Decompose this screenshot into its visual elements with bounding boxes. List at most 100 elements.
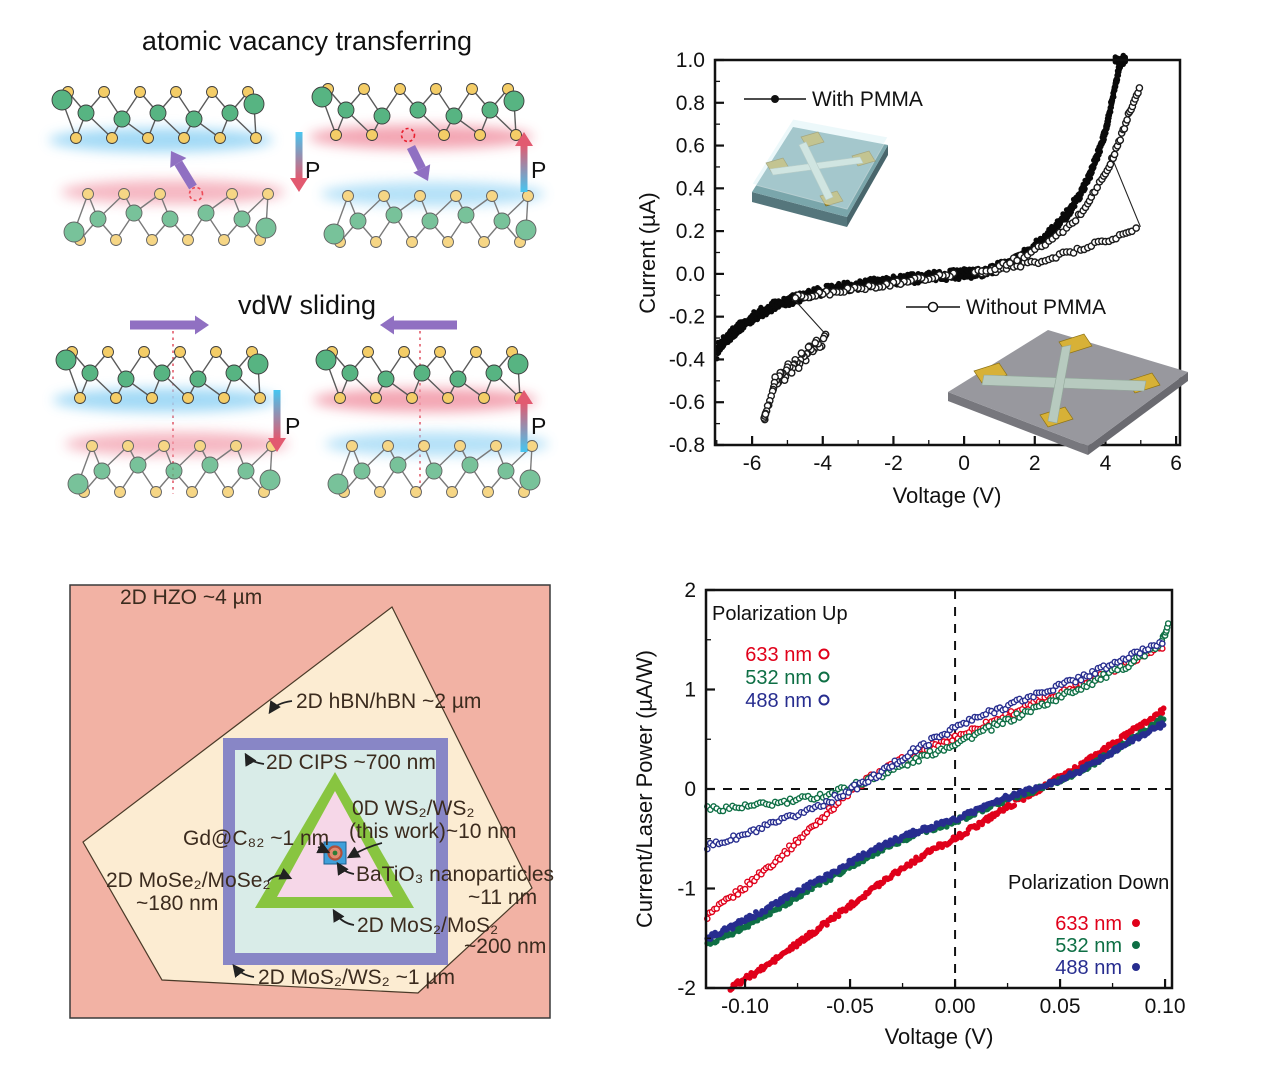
data-point [1106,160,1115,169]
atom [93,462,111,480]
atom [153,364,171,382]
atom [154,188,166,200]
data-point [991,709,998,717]
atom [222,486,234,498]
atom [466,83,478,95]
data-point [804,343,813,351]
atom [125,204,143,222]
transfer-arrow [406,144,426,171]
atom [311,86,333,108]
polarization-glow [61,180,285,204]
y-tick-label: 0.2 [676,220,705,243]
atom [118,188,130,200]
data-point [1077,676,1085,684]
data-point [715,349,721,355]
resp-xaxis-label: Voltage (V) [885,1024,994,1049]
polarization-glow [49,128,273,152]
polarization-glow [325,432,549,456]
data-point [1010,716,1018,724]
atom [98,86,110,98]
atom [254,392,266,404]
atom [170,86,182,98]
atom [206,86,218,98]
data-point [963,720,970,727]
atom [410,486,422,498]
atom [389,456,407,474]
ws2-0d-label-line2: (this work)~10 nm [349,820,516,843]
atom [82,188,94,200]
atom [490,440,502,452]
atom [461,456,479,474]
atom [349,212,367,230]
atom [186,486,198,498]
atom [418,440,430,452]
polarization-glow [53,388,277,412]
atom [158,440,170,452]
legend-label-up-488: 488 nm [745,690,812,712]
data-point [1160,722,1167,728]
atom [370,392,382,404]
legend-marker-up-532 [818,671,830,683]
transfer-arrow-head [380,315,394,335]
atom [366,129,378,141]
data-point [999,720,1007,728]
data-point [1112,82,1118,89]
iv-xaxis-label: Voltage (V) [893,483,1002,508]
data-point [1103,674,1110,682]
data-point [1098,140,1105,146]
lattice-layer [321,182,545,248]
atom [449,370,467,388]
y-tick-label: 1.0 [676,49,705,72]
atom [74,392,86,404]
atom [337,101,355,119]
data-point [1062,213,1069,219]
atom [497,462,515,480]
data-point [791,294,800,302]
atom [445,107,463,125]
polarization-glow [313,388,537,412]
atom [409,101,427,119]
p-vector-shaft [520,145,528,192]
data-point [1094,152,1100,159]
lattice-layer [325,432,549,498]
mose2-label-line2: ~180 nm [136,892,218,915]
y-tick-label: -0.8 [669,434,705,457]
legend-label-down-488: 488 nm [1055,957,1122,979]
panel-size-comparison: 2D HZO ~4 µm 2D hBN/hBN ~2 µm 2D CIPS ~7… [69,584,554,1019]
inset-device-without-pmma [948,330,1188,455]
atom [341,364,359,382]
data-point [1090,162,1096,169]
vacancy-marker [400,127,416,143]
cips-arrow [244,752,265,767]
atom [185,110,203,128]
mos2ws2-arrow [232,964,255,978]
atom [142,132,154,144]
x-tick-label: -0.05 [826,995,874,1018]
data-point [729,894,737,901]
x-tick-label: 0 [958,452,970,475]
atom [358,83,370,95]
data-point [1164,620,1172,627]
atom [218,392,230,404]
lattice-layer [65,432,289,498]
atom [519,469,541,491]
p-vector-head [268,438,286,452]
data-point [1120,125,1129,133]
transfer-arrow-head [195,315,209,335]
panel-responsivity-chart: -0.10 -0.05 0.00 0.05 0.10 2 1 0 -1 -2 Voltage (V… [632,579,1186,1049]
data-point [1132,224,1140,232]
y-tick-label: -0.2 [669,306,705,329]
data-point [1135,84,1144,92]
atom [522,190,534,202]
atom [474,129,486,141]
data-point [780,376,789,385]
data-series [727,705,1167,993]
data-point [1049,687,1057,694]
legend-marker-without-pmma [927,301,939,313]
lattice-layer [309,83,533,149]
data-point [1086,673,1093,680]
data-point [719,807,727,815]
responsivity-plot-area: -0.10 -0.05 0.00 0.05 0.10 2 1 0 -1 -2 [677,579,1185,1018]
atom [406,392,418,404]
